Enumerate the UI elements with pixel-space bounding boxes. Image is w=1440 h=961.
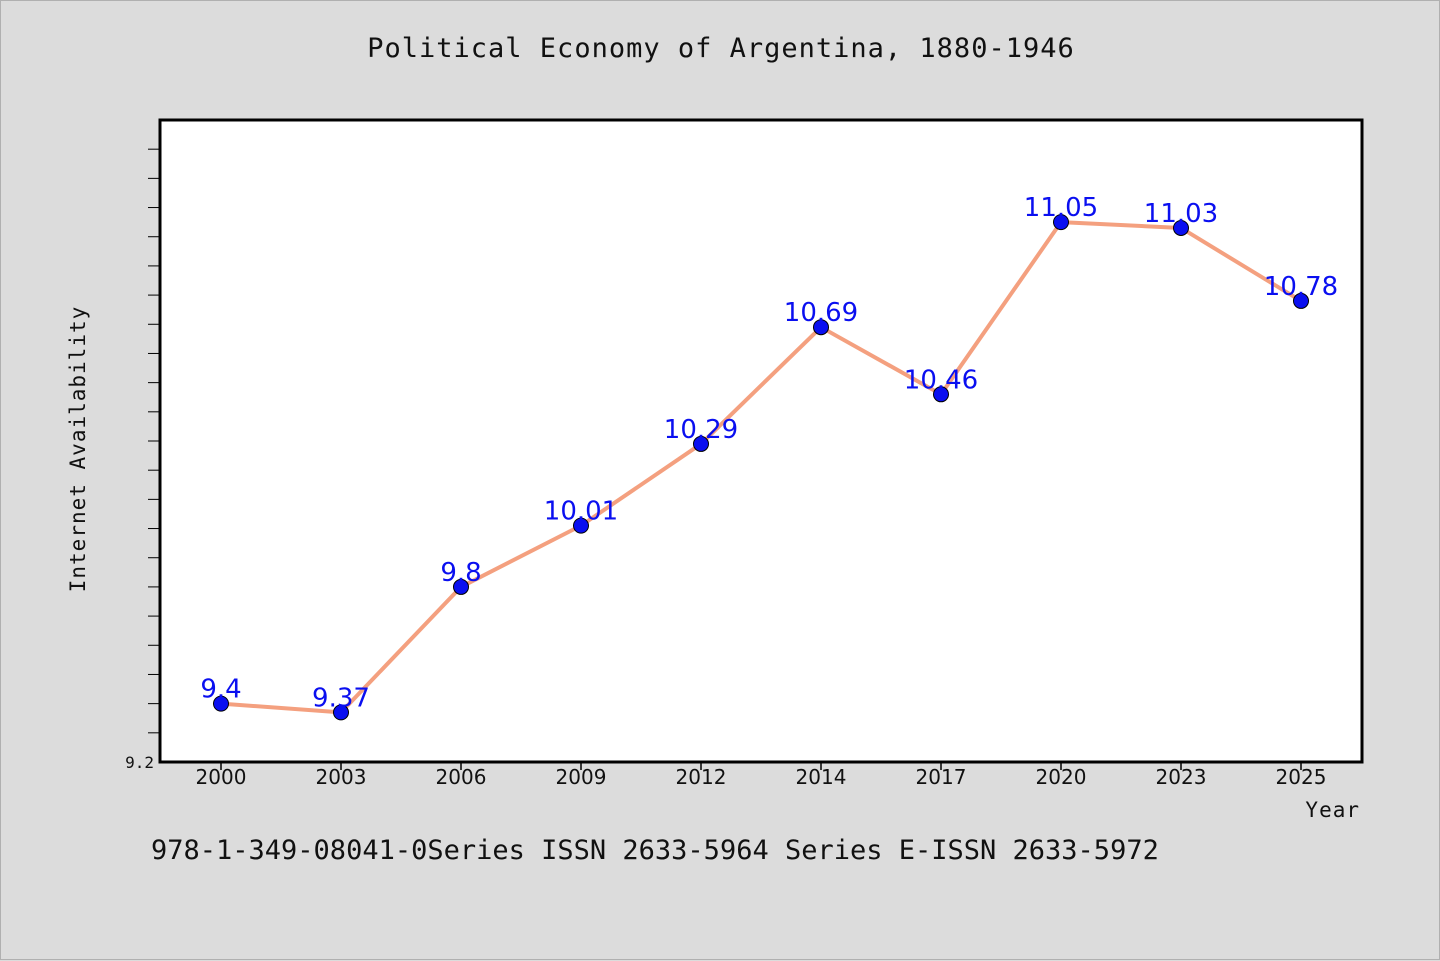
x-tick-label: 2003: [316, 765, 367, 789]
x-tick-label: 2000: [196, 765, 247, 789]
data-label: 11.03: [1144, 199, 1218, 229]
chart-title: Political Economy of Argentina, 1880-194…: [367, 33, 1075, 64]
data-point: [1173, 219, 1189, 236]
x-tick-label: 2009: [556, 765, 607, 789]
x-tick-label: 2006: [436, 765, 487, 789]
data-point: [933, 386, 949, 403]
data-point: [813, 319, 829, 336]
x-tick-label: 2017: [916, 765, 967, 789]
data-label: 11.05: [1024, 193, 1098, 223]
data-label: 9.4: [200, 675, 241, 705]
x-tick-label: 2020: [1036, 765, 1087, 789]
x-tick-label: 2023: [1156, 765, 1207, 789]
x-axis-label: Year: [1305, 798, 1360, 822]
y-tick-label: 9.2: [125, 753, 154, 772]
x-tick-label: 2014: [796, 765, 847, 789]
data-point: [573, 517, 589, 534]
footer-isbn-text: 978-1-349-08041-0Series ISSN 2633-5964 S…: [151, 835, 1159, 866]
data-label: 9.37: [312, 683, 370, 713]
data-point: [1293, 292, 1309, 309]
data-point: [333, 704, 349, 721]
series-line: [220, 220, 1303, 715]
data-label: 10.69: [784, 298, 858, 328]
data-label: 10.46: [904, 365, 978, 395]
y-axis-label: Internet Availability: [66, 306, 90, 593]
x-tick-label: 2012: [676, 765, 727, 789]
data-label: 10.01: [544, 497, 618, 527]
data-label: 10.78: [1264, 272, 1338, 302]
data-point: [1053, 214, 1069, 231]
data-label: 9.8: [440, 558, 481, 588]
data-point: [213, 695, 229, 712]
x-tick-label: 2025: [1276, 765, 1327, 789]
data-label: 10.29: [664, 415, 738, 445]
data-point: [453, 578, 469, 595]
data-point: [693, 435, 709, 452]
